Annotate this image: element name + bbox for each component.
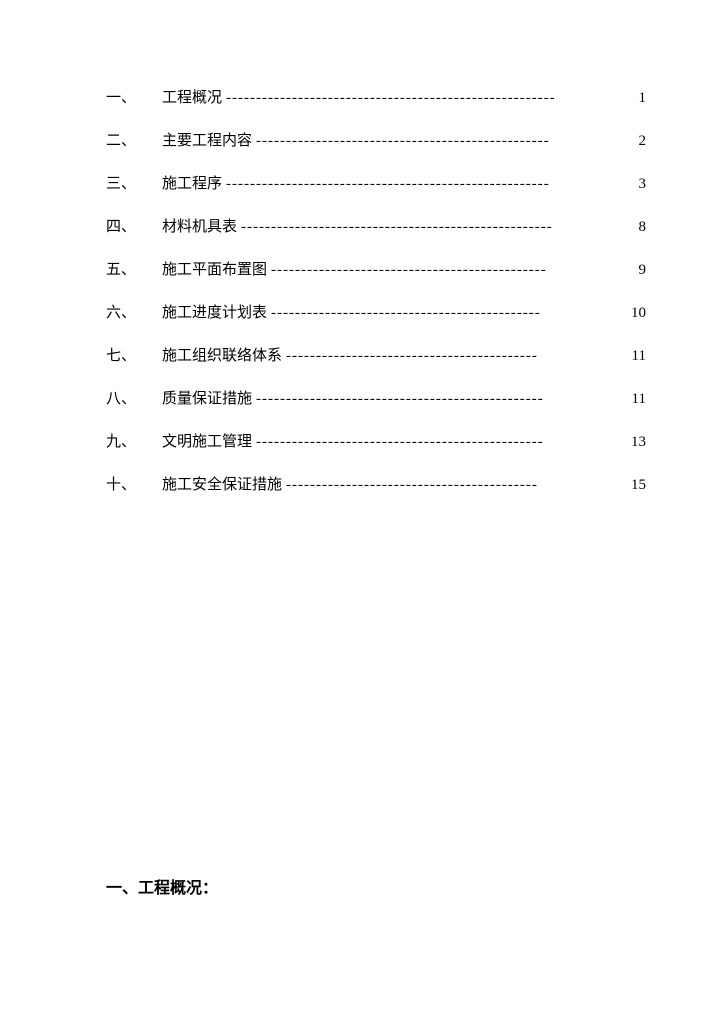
toc-title: 材料机具表: [162, 215, 237, 236]
toc-dots: ----------------------------------------…: [282, 477, 626, 494]
toc-title: 施工安全保证措施: [162, 473, 282, 494]
toc-number: 九、: [106, 430, 162, 451]
toc-item: 七、 施工组织联络体系 ----------------------------…: [106, 344, 646, 365]
toc-item: 十、 施工安全保证措施 ----------------------------…: [106, 473, 646, 494]
toc-page: 8: [626, 219, 646, 236]
toc-dots: ----------------------------------------…: [267, 262, 626, 279]
toc-page: 3: [626, 176, 646, 193]
toc-item: 三、 施工程序 --------------------------------…: [106, 172, 646, 193]
page-container: 一、 工程概况 --------------------------------…: [0, 0, 726, 556]
toc-title: 施工进度计划表: [162, 301, 267, 322]
toc-item: 五、 施工平面布置图 -----------------------------…: [106, 258, 646, 279]
toc-item: 九、 文明施工管理 ------------------------------…: [106, 430, 646, 451]
toc-number: 二、: [106, 129, 162, 150]
toc-number: 六、: [106, 301, 162, 322]
toc-page: 11: [626, 391, 646, 408]
toc-title: 质量保证措施: [162, 387, 252, 408]
toc-number: 一、: [106, 86, 162, 107]
toc-number: 三、: [106, 172, 162, 193]
toc-number: 七、: [106, 344, 162, 365]
toc-title: 施工组织联络体系: [162, 344, 282, 365]
toc-dots: ----------------------------------------…: [252, 391, 626, 408]
toc-item: 二、 主要工程内容 ------------------------------…: [106, 129, 646, 150]
toc-dots: ----------------------------------------…: [252, 434, 626, 451]
toc-title: 文明施工管理: [162, 430, 252, 451]
toc-item: 八、 质量保证措施 ------------------------------…: [106, 387, 646, 408]
toc-dots: ----------------------------------------…: [267, 305, 626, 322]
toc-number: 五、: [106, 258, 162, 279]
toc-title: 施工程序: [162, 172, 222, 193]
toc-page: 10: [626, 305, 646, 322]
toc-page: 1: [626, 90, 646, 107]
toc-dots: ----------------------------------------…: [282, 348, 626, 365]
toc-page: 11: [626, 348, 646, 365]
toc-title: 施工平面布置图: [162, 258, 267, 279]
toc-item: 一、 工程概况 --------------------------------…: [106, 86, 646, 107]
toc-item: 六、 施工进度计划表 -----------------------------…: [106, 301, 646, 322]
toc-title: 主要工程内容: [162, 129, 252, 150]
toc-list: 一、 工程概况 --------------------------------…: [106, 86, 646, 494]
toc-page: 2: [626, 133, 646, 150]
toc-dots: ----------------------------------------…: [222, 176, 626, 193]
toc-dots: ----------------------------------------…: [237, 219, 626, 236]
toc-title: 工程概况: [162, 86, 222, 107]
toc-dots: ----------------------------------------…: [222, 90, 626, 107]
section-heading: 一、工程概况：: [106, 874, 218, 898]
toc-page: 9: [626, 262, 646, 279]
toc-page: 13: [626, 434, 646, 451]
toc-item: 四、 材料机具表 -------------------------------…: [106, 215, 646, 236]
toc-page: 15: [626, 477, 646, 494]
toc-number: 八、: [106, 387, 162, 408]
toc-dots: ----------------------------------------…: [252, 133, 626, 150]
toc-number: 十、: [106, 473, 162, 494]
toc-number: 四、: [106, 215, 162, 236]
